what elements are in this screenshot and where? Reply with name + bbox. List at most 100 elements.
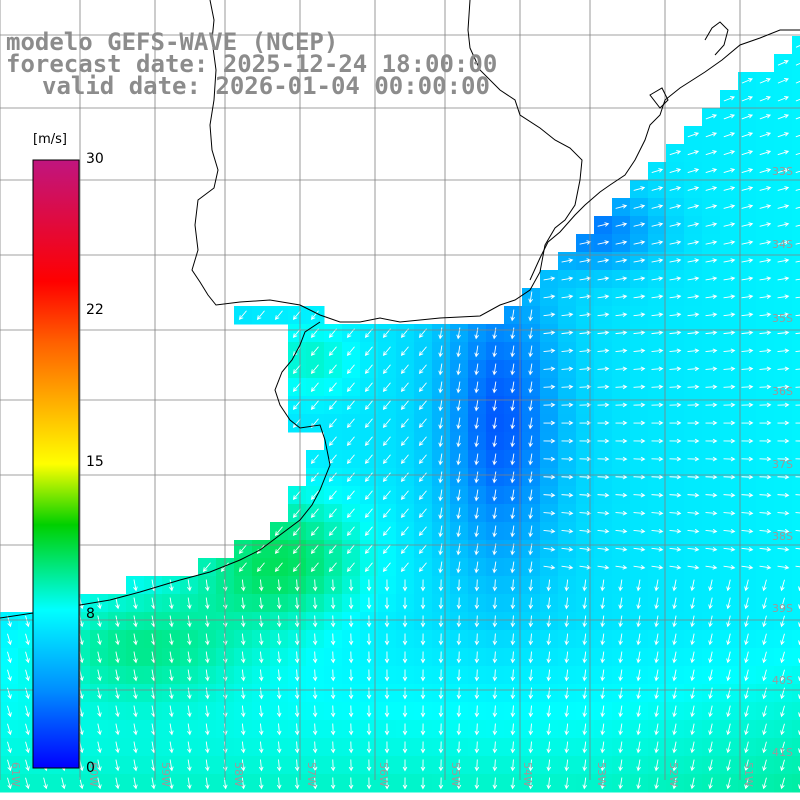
wind-arrow — [510, 471, 515, 484]
wind-arrow — [744, 687, 749, 700]
wind-arrow — [741, 222, 754, 227]
wind-arrow — [723, 222, 736, 227]
wind-arrow — [759, 168, 772, 174]
wind-arrow — [651, 258, 664, 263]
wind-arrow — [669, 168, 682, 174]
wind-arrow — [510, 741, 516, 754]
wind-arrow — [687, 565, 700, 570]
wind-arrow — [474, 651, 480, 664]
wind-arrow — [258, 741, 264, 754]
wind-arrow — [384, 759, 390, 772]
wind-arrow — [346, 382, 355, 392]
wind-arrow — [762, 615, 767, 628]
wind-arrow — [633, 204, 646, 209]
wind-arrow — [510, 705, 516, 718]
wind-arrow — [438, 489, 443, 502]
wind-arrow — [366, 669, 372, 682]
wind-arrow — [690, 633, 695, 646]
wind-arrow — [528, 525, 533, 538]
wind-arrow — [328, 562, 337, 572]
wind-arrow — [780, 669, 785, 682]
wind-arrow — [510, 489, 515, 502]
wind-arrow — [400, 346, 409, 356]
wind-arrow — [238, 562, 247, 572]
wind-arrow — [364, 364, 373, 374]
wind-arrow — [276, 597, 282, 610]
wind-arrow — [546, 669, 552, 682]
wind-arrow — [633, 294, 646, 299]
wind-arrow — [723, 402, 736, 408]
wind-arrow — [600, 687, 605, 700]
wind-arrow — [777, 492, 790, 498]
wind-arrow — [420, 597, 426, 610]
wind-arrow — [726, 651, 731, 664]
wind-arrow — [708, 705, 713, 718]
wind-arrow — [294, 669, 300, 682]
wind-arrow — [420, 633, 426, 646]
wind-arrow — [400, 544, 409, 554]
wind-arrow — [597, 258, 610, 263]
wind-arrow — [492, 615, 498, 628]
wind-arrow — [690, 597, 695, 610]
speed-cell — [792, 198, 800, 217]
wind-arrow — [474, 435, 479, 448]
wind-arrow — [222, 777, 228, 790]
longitude-label: 57W — [305, 762, 318, 787]
wind-arrow — [600, 633, 605, 646]
wind-arrow — [633, 384, 646, 390]
wind-arrow — [528, 399, 533, 412]
speed-cell — [792, 486, 800, 505]
wind-arrow — [651, 492, 664, 498]
wind-arrow — [187, 669, 192, 682]
speed-cell — [792, 720, 800, 739]
wind-arrow — [795, 565, 800, 568]
wind-arrow — [294, 615, 300, 628]
wind-arrow — [687, 510, 700, 516]
wind-arrow — [726, 579, 731, 592]
wind-arrow — [582, 669, 588, 682]
wind-arrow — [672, 579, 677, 592]
wind-arrow — [726, 759, 731, 772]
wind-arrow — [510, 327, 515, 340]
wind-arrow — [777, 438, 790, 444]
wind-arrow — [579, 420, 592, 426]
wind-arrow — [759, 204, 772, 209]
wind-arrow — [330, 651, 336, 664]
wind-arrow — [492, 525, 497, 538]
wind-arrow — [687, 150, 700, 156]
wind-arrow — [780, 651, 785, 664]
wind-arrow — [292, 490, 301, 500]
wind-arrow — [705, 240, 718, 245]
wind-arrow — [795, 547, 800, 550]
wind-arrow — [723, 132, 736, 138]
wind-arrow — [205, 615, 210, 628]
wind-arrow — [759, 114, 772, 120]
wind-arrow — [492, 759, 498, 772]
wind-arrow — [741, 330, 754, 336]
wind-arrow — [292, 562, 301, 572]
wind-arrow — [690, 651, 695, 664]
wind-arrow — [133, 705, 138, 718]
wind-arrow — [708, 633, 713, 646]
wind-arrow — [564, 669, 570, 682]
wind-arrow — [759, 565, 772, 570]
wind-arrow — [492, 489, 497, 502]
wind-arrow — [205, 651, 210, 664]
wind-arrow — [759, 348, 772, 354]
wind-arrow — [723, 240, 736, 245]
wind-arrow — [312, 723, 318, 736]
wind-arrow — [294, 723, 300, 736]
wind-arrow — [777, 78, 789, 84]
colorbar-tick-22: 22 — [86, 302, 104, 318]
wind-arrow — [528, 633, 534, 646]
wind-arrow — [795, 62, 800, 66]
wind-arrow — [762, 759, 767, 772]
wind-arrow — [205, 597, 210, 610]
wind-arrow — [474, 741, 480, 754]
wind-arrow — [777, 456, 790, 462]
wind-arrow — [690, 723, 695, 736]
wind-arrow — [708, 777, 713, 790]
wind-arrow — [672, 741, 677, 754]
colorbar — [32, 159, 80, 769]
wind-arrow — [25, 687, 30, 700]
